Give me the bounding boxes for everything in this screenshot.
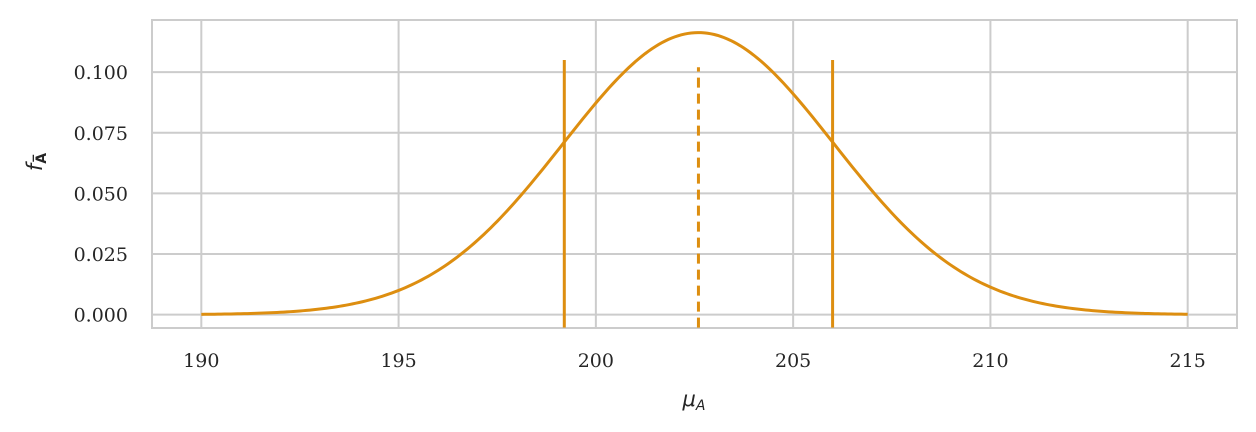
x-tick-label: 210 <box>972 350 1008 372</box>
x-tick-labels: 190 195 200 205 210 215 <box>183 350 1206 372</box>
y-tick-label: 0.025 <box>74 244 128 266</box>
y-axis-label: fA̅ <box>23 153 50 171</box>
x-tick-label: 195 <box>380 350 416 372</box>
y-tick-label: 0.100 <box>74 62 128 84</box>
y-tick-labels: 0.000 0.025 0.050 0.075 0.100 <box>74 62 128 327</box>
vlines-group <box>562 60 835 328</box>
y-tick-label: 0.050 <box>74 183 128 205</box>
x-tick-label: 200 <box>578 350 614 372</box>
grid <box>152 20 1237 328</box>
x-axis-label: μA <box>682 387 706 414</box>
y-tick-label: 0.075 <box>74 123 128 145</box>
x-tick-label: 190 <box>183 350 219 372</box>
y-tick-label: 0.000 <box>74 305 128 327</box>
plot-frame <box>151 19 1238 329</box>
density-curve <box>201 31 1188 316</box>
density-curve-group <box>201 31 1188 316</box>
x-tick-label: 215 <box>1170 350 1206 372</box>
x-tick-label: 205 <box>775 350 811 372</box>
